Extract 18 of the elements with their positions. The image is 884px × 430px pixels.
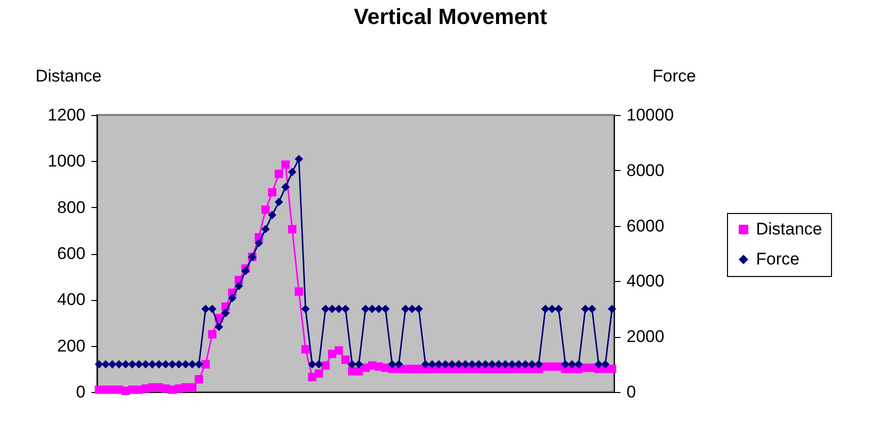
legend-label: Distance	[756, 220, 822, 238]
y2-tick-label: 10000	[626, 106, 674, 124]
y2-tick-label: 6000	[626, 216, 664, 236]
y-tick-label: 0	[76, 382, 86, 402]
y-tick-label: 1000	[48, 152, 86, 171]
y-tick-label: 800	[57, 198, 86, 217]
y-tick-label: 200	[57, 336, 86, 356]
y2-axis-title: Force	[652, 66, 696, 86]
y-tick-label: 400	[57, 290, 86, 310]
y2-tick-label: 2000	[626, 327, 664, 346]
legend-label: Force	[756, 250, 800, 268]
y-axis-title: Distance	[36, 66, 102, 86]
y2-tick-label: 4000	[626, 272, 664, 291]
y2-tick-label: 8000	[626, 160, 664, 180]
y-tick-label: 600	[57, 244, 86, 263]
chart-title: Vertical Movement	[354, 4, 548, 29]
y-tick-label: 1200	[48, 106, 86, 124]
y2-tick-label: 0	[626, 382, 636, 402]
